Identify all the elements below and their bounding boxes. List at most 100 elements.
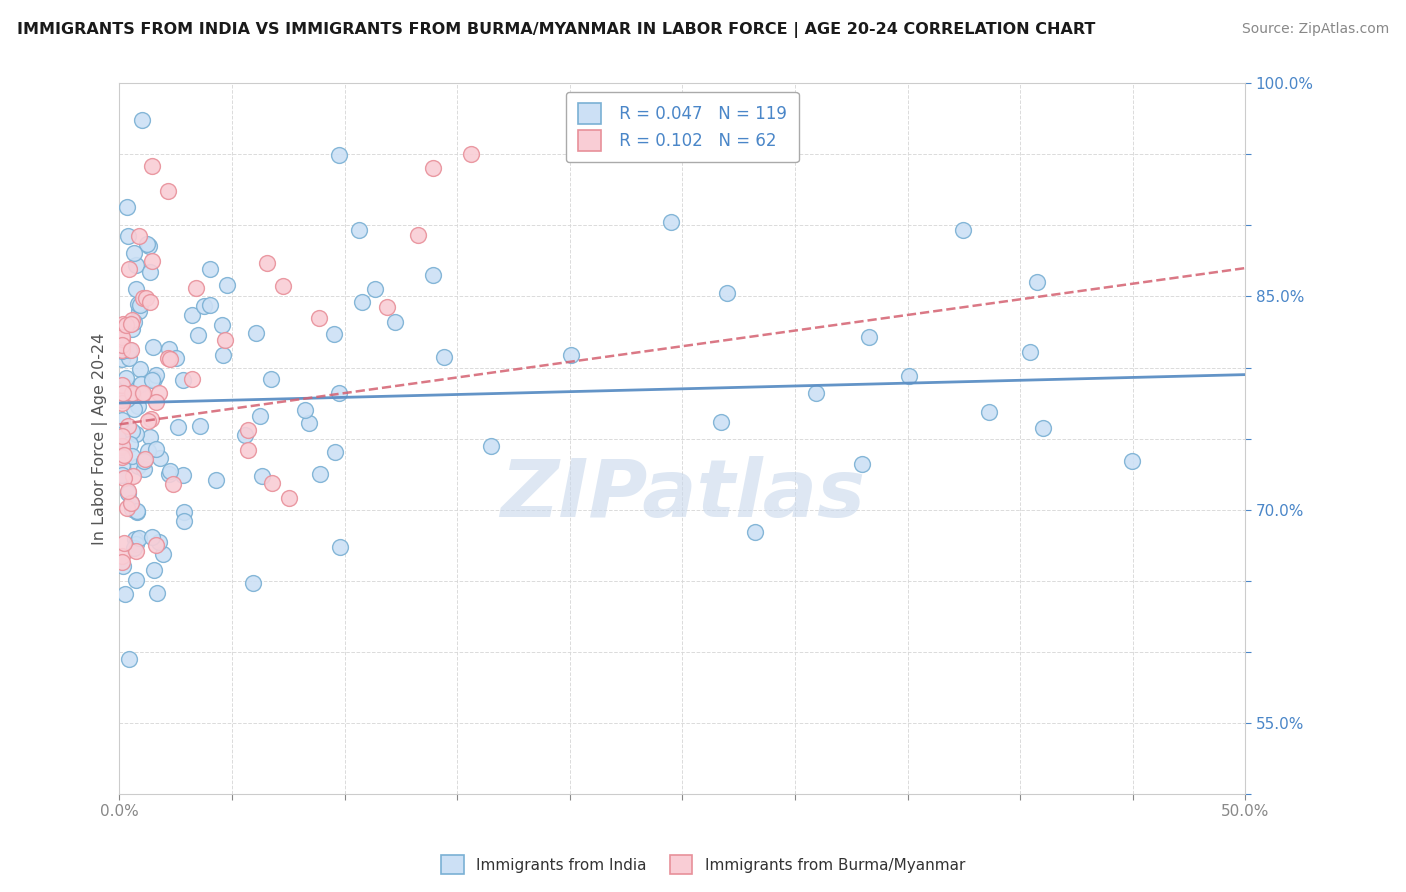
Point [173, 514, 195, 528]
Point [298, 416, 321, 430]
Point [1031, 421, 1053, 435]
Point [121, 502, 143, 516]
Point [851, 457, 873, 471]
Point [121, 313, 143, 327]
Point [245, 326, 267, 341]
Point [129, 376, 152, 391]
Point [132, 386, 155, 401]
Point [134, 451, 156, 466]
Point [135, 291, 157, 305]
Point [159, 463, 181, 477]
Point [136, 414, 159, 428]
Point [242, 575, 264, 590]
Point [1121, 453, 1143, 467]
Point [148, 386, 170, 401]
Point [139, 412, 162, 426]
Point [262, 475, 284, 490]
Point [120, 343, 142, 357]
Point [249, 409, 271, 423]
Point [111, 395, 134, 409]
Point [117, 483, 139, 498]
Point [152, 547, 174, 561]
Point [138, 444, 160, 458]
Point [165, 351, 187, 366]
Point [127, 296, 149, 310]
Point [363, 282, 385, 296]
Point [141, 159, 163, 173]
Point [125, 544, 148, 558]
Point [138, 239, 160, 253]
Point [125, 503, 148, 517]
Point [271, 278, 294, 293]
Point [898, 369, 921, 384]
Point [118, 343, 141, 358]
Point [111, 343, 134, 357]
Point [211, 318, 233, 333]
Point [111, 389, 134, 403]
Point [141, 253, 163, 268]
Text: IMMIGRANTS FROM INDIA VS IMMIGRANTS FROM BURMA/MYANMAR IN LABOR FORCE | AGE 20-2: IMMIGRANTS FROM INDIA VS IMMIGRANTS FROM… [17, 22, 1095, 38]
Point [111, 450, 134, 464]
Point [117, 229, 139, 244]
Point [384, 314, 406, 328]
Point [162, 477, 184, 491]
Point [198, 262, 221, 277]
Point [111, 332, 134, 346]
Point [111, 338, 134, 352]
Point [139, 430, 162, 444]
Point [142, 341, 165, 355]
Point [117, 351, 139, 365]
Point [121, 322, 143, 336]
Point [125, 427, 148, 442]
Point [329, 540, 352, 554]
Point [120, 496, 142, 510]
Point [1019, 345, 1042, 359]
Point [173, 505, 195, 519]
Point [121, 469, 143, 483]
Point [205, 473, 228, 487]
Point [127, 399, 149, 413]
Point [167, 419, 190, 434]
Point [120, 496, 142, 510]
Point [145, 395, 167, 409]
Point [1025, 275, 1047, 289]
Point [114, 587, 136, 601]
Point [111, 439, 134, 453]
Point [145, 368, 167, 383]
Point [117, 262, 139, 277]
Point [350, 295, 373, 310]
Legend: Immigrants from India, Immigrants from Burma/Myanmar: Immigrants from India, Immigrants from B… [434, 849, 972, 880]
Point [115, 392, 138, 407]
Point [200, 298, 222, 312]
Point [111, 468, 134, 483]
Point [347, 223, 370, 237]
Point [187, 328, 209, 343]
Point [121, 386, 143, 401]
Point [111, 351, 134, 366]
Point [141, 373, 163, 387]
Point [172, 468, 194, 483]
Point [479, 439, 502, 453]
Point [977, 405, 1000, 419]
Point [744, 525, 766, 540]
Point [858, 330, 880, 344]
Point [125, 573, 148, 587]
Point [952, 223, 974, 237]
Point [308, 467, 330, 481]
Point [114, 371, 136, 385]
Point [112, 448, 135, 462]
Point [125, 505, 148, 519]
Point [112, 386, 135, 401]
Point [184, 281, 207, 295]
Point [115, 200, 138, 214]
Point [111, 317, 134, 331]
Point [121, 424, 143, 438]
Point [193, 299, 215, 313]
Point [252, 469, 274, 483]
Point [111, 555, 134, 569]
Point [260, 372, 283, 386]
Point [141, 530, 163, 544]
Point [112, 536, 135, 550]
Point [128, 531, 150, 545]
Point [149, 450, 172, 465]
